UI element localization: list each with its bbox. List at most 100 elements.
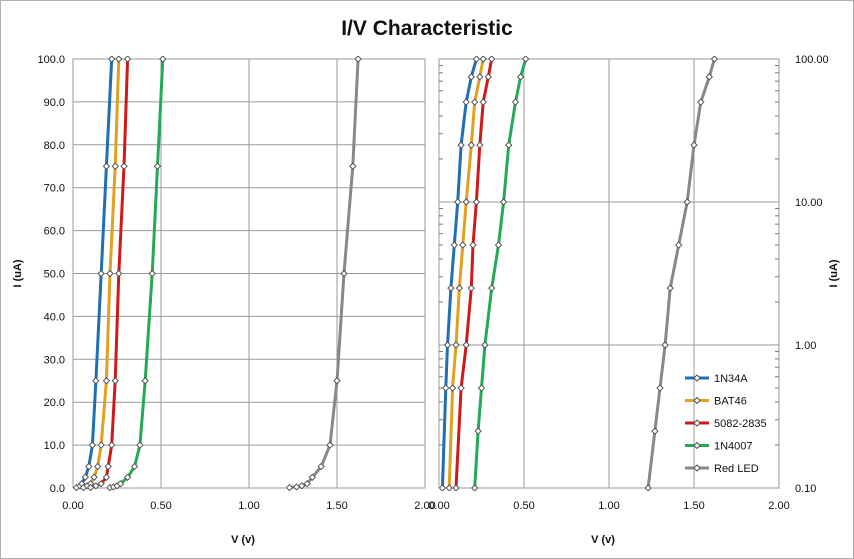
linear-data-point-1n4007 — [116, 480, 125, 488]
linear-x-tick-label: 2.00 — [414, 500, 435, 512]
legend-marker-1n34a — [693, 374, 701, 382]
linear-y-tick-label: 50.0 — [44, 269, 65, 281]
linear-data-point-5082-2835 — [92, 482, 100, 490]
linear-y-tick-label: 0.0 — [50, 483, 65, 495]
linear-data-point-1n34a — [97, 269, 105, 278]
legend-label-1n34a: 1N34A — [714, 373, 748, 385]
linear-x-tick-label: 1.00 — [238, 500, 259, 512]
log-data-point-1n34a — [450, 241, 459, 249]
log-data-point-bat46 — [459, 241, 467, 249]
log-data-point-bat46 — [470, 98, 479, 106]
log-data-point-1n34a — [462, 98, 470, 106]
linear-x-tick-label: 0.50 — [150, 500, 171, 512]
legend-marker-bat46 — [693, 396, 701, 405]
linear-data-point-bat46 — [111, 162, 119, 170]
log-data-point-red-led — [651, 427, 659, 435]
linear-data-point-bat46 — [97, 441, 105, 449]
legend-marker-5082-2835 — [693, 419, 701, 427]
log-x-tick-label: 0.00 — [428, 500, 449, 512]
linear-x-axis-label: V (v) — [231, 534, 255, 546]
log-x-axis-label: V (v) — [591, 534, 615, 546]
linear-series-group — [73, 56, 362, 491]
linear-y-tick-label: 40.0 — [44, 311, 65, 323]
chart-title: I/V Characteristic — [341, 17, 513, 40]
log-data-point-5082-2835 — [484, 73, 493, 81]
log-y-tick-label: 10.00 — [795, 197, 823, 209]
linear-data-point-1n4007 — [123, 473, 132, 481]
log-data-point-bat46 — [462, 198, 470, 206]
log-data-point-red-led — [674, 241, 683, 249]
log-data-point-1n4007 — [477, 384, 486, 392]
linear-data-point-5082-2835 — [104, 462, 112, 471]
log-data-point-red-led — [683, 198, 691, 206]
linear-data-point-5082-2835 — [120, 162, 128, 170]
linear-data-point-1n34a — [88, 441, 97, 449]
linear-y-tick-label: 20.0 — [44, 397, 65, 409]
log-y-tick-label: 0.10 — [795, 483, 816, 495]
log-data-point-5082-2835 — [472, 198, 481, 206]
log-series-line-bat46 — [447, 57, 485, 490]
log-data-point-5082-2835 — [469, 241, 477, 249]
linear-y-tick-label: 100.0 — [37, 54, 65, 66]
linear-data-point-red-led — [285, 483, 294, 491]
linear-y-tick-label: 60.0 — [44, 226, 65, 238]
linear-data-point-5082-2835 — [123, 56, 132, 63]
log-data-point-1n34a — [453, 198, 462, 206]
log-data-point-1n4007 — [499, 198, 508, 206]
log-data-point-1n4007 — [470, 484, 479, 491]
legend-label-5082-2835: 5082-2835 — [714, 418, 767, 430]
log-scale-panel: 0.00 0.50 1.00 1.50 2.00 0.10 1.00 10.00 100.00 V… — [428, 54, 840, 546]
linear-data-point-5082-2835 — [108, 441, 116, 449]
log-data-point-1n4007 — [474, 427, 482, 435]
linear-data-point-5082-2835 — [86, 483, 95, 491]
linear-data-point-bat46 — [115, 56, 123, 63]
log-data-point-red-led — [644, 484, 652, 491]
log-y-tick-label: 1.00 — [795, 340, 816, 352]
linear-data-point-1n34a — [81, 473, 90, 481]
log-data-point-1n34a — [472, 56, 481, 63]
log-data-point-bat46 — [467, 141, 476, 149]
log-series-line-5082-2835 — [454, 57, 494, 490]
linear-data-point-5082-2835 — [115, 269, 123, 278]
linear-data-point-1n4007 — [136, 441, 144, 449]
log-data-point-1n4007 — [487, 284, 496, 292]
log-data-point-1n4007 — [481, 341, 489, 349]
linear-data-point-1n4007 — [148, 269, 156, 278]
linear-data-point-1n34a — [108, 56, 116, 63]
log-series-line-1n34a — [440, 57, 478, 490]
linear-data-point-red-led — [298, 482, 306, 490]
log-data-point-red-led — [705, 73, 714, 81]
log-data-point-red-led — [710, 56, 719, 63]
log-y-axis-label: I (uA) — [828, 259, 840, 287]
legend-label-bat46: BAT46 — [714, 396, 747, 408]
linear-y-tick-label: 30.0 — [44, 354, 65, 366]
log-data-point-1n34a — [467, 73, 476, 81]
log-data-point-5082-2835 — [487, 56, 496, 63]
linear-data-point-bat46 — [90, 473, 98, 481]
log-data-point-bat46 — [479, 56, 487, 63]
linear-y-tick-label: 10.0 — [44, 440, 65, 452]
linear-data-point-red-led — [354, 56, 362, 63]
linear-data-point-1n34a — [102, 162, 111, 170]
linear-data-point-bat46 — [106, 269, 114, 278]
log-x-tick-label: 2.00 — [768, 500, 789, 512]
linear-data-point-1n34a — [92, 377, 100, 385]
linear-y-tick-label: 70.0 — [44, 183, 65, 195]
linear-data-point-bat46 — [93, 462, 102, 471]
linear-x-tick-label: 0.00 — [62, 500, 83, 512]
log-data-point-1n34a — [442, 384, 450, 392]
linear-data-point-5082-2835 — [111, 377, 119, 385]
log-data-point-red-led — [656, 384, 664, 392]
log-data-point-1n34a — [439, 484, 447, 491]
linear-data-point-red-led — [349, 162, 357, 170]
linear-data-point-1n4007 — [153, 162, 162, 170]
log-data-point-1n34a — [443, 341, 452, 349]
log-data-point-1n4007 — [511, 98, 520, 106]
linear-y-tick-label: 80.0 — [44, 140, 65, 152]
log-data-point-5082-2835 — [476, 141, 484, 149]
log-data-point-5082-2835 — [479, 98, 487, 106]
log-data-point-red-led — [666, 284, 674, 292]
log-data-point-bat46 — [455, 284, 464, 292]
log-data-point-bat46 — [452, 341, 460, 349]
